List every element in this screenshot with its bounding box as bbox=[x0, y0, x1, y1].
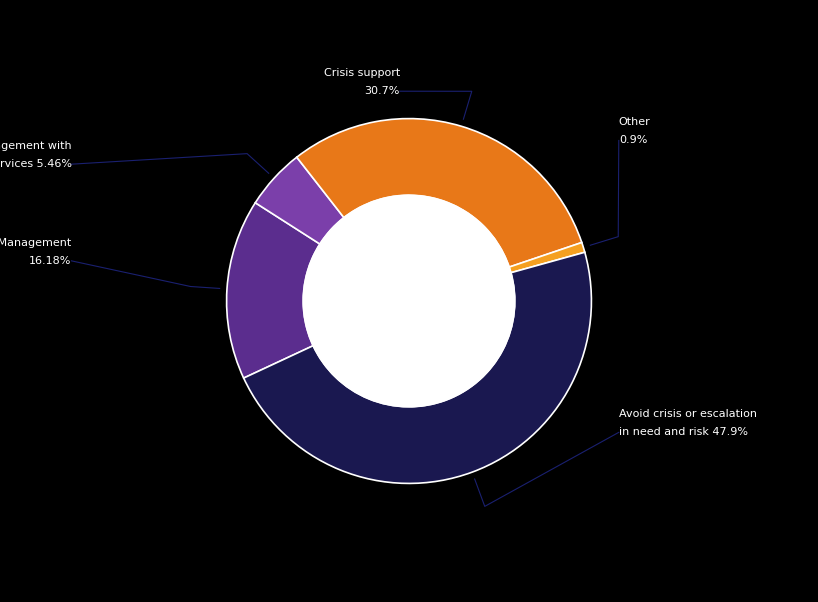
Wedge shape bbox=[255, 157, 344, 244]
Text: 30.7%: 30.7% bbox=[365, 86, 400, 96]
Wedge shape bbox=[297, 119, 582, 267]
Text: Other: Other bbox=[618, 117, 650, 127]
Text: in need and risk 47.9%: in need and risk 47.9% bbox=[618, 427, 748, 437]
Text: Crisis support: Crisis support bbox=[324, 68, 400, 78]
Wedge shape bbox=[227, 203, 320, 378]
Text: 0.9%: 0.9% bbox=[618, 135, 647, 146]
Text: Services 5.46%: Services 5.46% bbox=[0, 159, 71, 169]
Text: Avoid crisis or escalation: Avoid crisis or escalation bbox=[618, 409, 757, 419]
Text: 16.18%: 16.18% bbox=[29, 256, 71, 266]
Text: Engagement with: Engagement with bbox=[0, 141, 71, 151]
Circle shape bbox=[303, 195, 515, 407]
Text: Self-Management: Self-Management bbox=[0, 238, 71, 247]
Wedge shape bbox=[510, 243, 585, 273]
Wedge shape bbox=[244, 252, 591, 483]
